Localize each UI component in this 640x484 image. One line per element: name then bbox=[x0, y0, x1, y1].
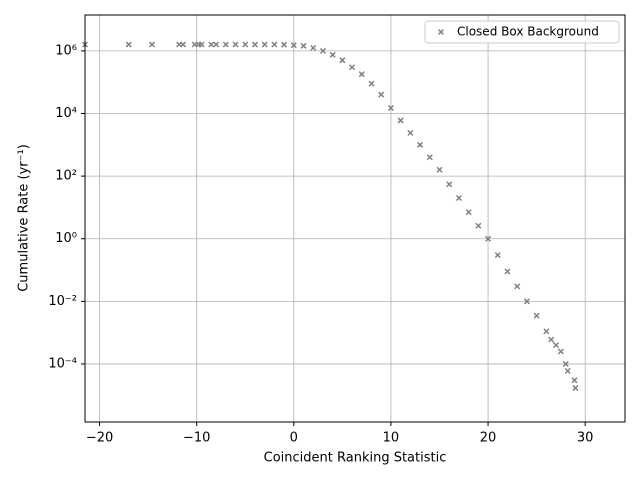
data-point bbox=[358, 71, 365, 78]
data-point bbox=[543, 328, 550, 335]
data-point bbox=[465, 209, 472, 216]
data-point bbox=[557, 348, 564, 355]
data-point bbox=[446, 181, 453, 188]
data-point bbox=[553, 342, 560, 349]
data-point bbox=[571, 377, 578, 384]
y-tick-label: 10² bbox=[55, 169, 77, 184]
data-point bbox=[242, 41, 249, 48]
data-point bbox=[349, 64, 356, 71]
legend-marker bbox=[437, 28, 445, 36]
y-tick-label: 10⁶ bbox=[55, 43, 77, 58]
data-point bbox=[222, 41, 229, 48]
x-tick-label: 30 bbox=[577, 431, 594, 446]
data-point bbox=[339, 57, 346, 64]
data-point bbox=[300, 42, 307, 49]
data-point bbox=[378, 91, 385, 98]
data-point bbox=[329, 51, 336, 58]
data-point bbox=[368, 80, 375, 87]
data-point bbox=[290, 42, 297, 49]
y-axis-label: Cumulative Rate (yr⁻¹) bbox=[17, 144, 32, 292]
data-point bbox=[533, 312, 540, 319]
data-point bbox=[387, 104, 394, 112]
data-point bbox=[523, 298, 530, 305]
data-point bbox=[125, 41, 132, 48]
data-point bbox=[232, 41, 239, 48]
data-point bbox=[494, 252, 501, 259]
data-point bbox=[319, 47, 326, 54]
data-point bbox=[564, 367, 571, 374]
x-tick-label: 10 bbox=[383, 431, 400, 446]
data-point bbox=[485, 235, 492, 242]
legend-box bbox=[424, 20, 620, 44]
data-point bbox=[251, 41, 258, 48]
plot-frame bbox=[84, 14, 626, 423]
data-point bbox=[271, 41, 278, 48]
data-point bbox=[572, 385, 579, 392]
data-point bbox=[548, 336, 555, 343]
x-tick-label: 20 bbox=[480, 431, 497, 446]
data-point bbox=[475, 222, 482, 229]
x-tick-label: −10 bbox=[183, 431, 210, 446]
data-point bbox=[310, 44, 317, 51]
data-point bbox=[148, 41, 156, 48]
data-point bbox=[407, 129, 414, 136]
data-point bbox=[213, 41, 220, 48]
data-point bbox=[261, 41, 268, 48]
data-point bbox=[180, 41, 187, 48]
data-point bbox=[504, 268, 511, 275]
y-tick-label: 10⁻⁴ bbox=[48, 356, 77, 371]
y-tick-label: 10⁴ bbox=[55, 106, 77, 121]
data-point bbox=[417, 141, 424, 148]
x-tick-label: 0 bbox=[290, 431, 298, 446]
data-point bbox=[514, 283, 521, 290]
data-point bbox=[436, 166, 443, 173]
data-point bbox=[397, 117, 404, 124]
data-point bbox=[208, 41, 215, 48]
y-tick-label: 10⁰ bbox=[55, 231, 77, 246]
y-tick-label: 10⁻² bbox=[48, 294, 77, 309]
data-point bbox=[281, 41, 288, 48]
data-point bbox=[198, 41, 205, 48]
data-point bbox=[455, 194, 462, 202]
legend: Closed Box Background bbox=[424, 20, 620, 44]
legend-label: Closed Box Background bbox=[457, 25, 599, 39]
x-axis-label: Coincident Ranking Statistic bbox=[264, 451, 447, 466]
data-point bbox=[426, 154, 433, 161]
x-tick-label: −20 bbox=[86, 431, 113, 446]
data-point bbox=[562, 360, 569, 367]
